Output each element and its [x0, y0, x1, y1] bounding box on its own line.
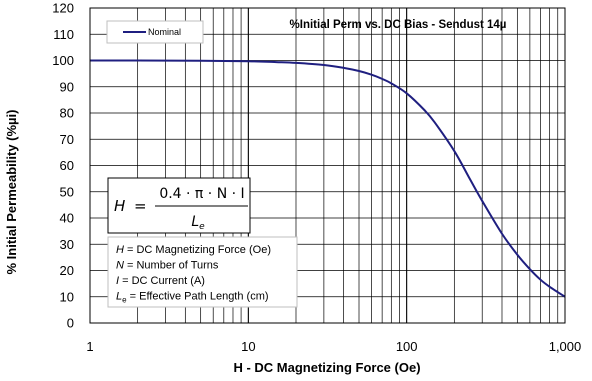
y-tick-label: 110	[53, 27, 74, 42]
x-axis-ticks: 1 10 100 1,000	[86, 339, 581, 354]
plot-frame	[89, 7, 566, 324]
definition-item: Le = Effective Path Length (cm)	[116, 291, 269, 305]
formula-box: H = 0.4 · π · N · I Le	[107, 177, 251, 234]
x-tick-label: 10	[241, 339, 255, 354]
definitions-list: H = DC Magnetizing Force (Oe) N = Number …	[116, 244, 271, 305]
series-line-nominal	[89, 59, 566, 298]
series-group	[89, 59, 566, 298]
formula-lhs: H	[114, 197, 125, 215]
definition-item: N = Number of Turns	[116, 260, 219, 272]
x-tick-label: 1	[86, 339, 93, 354]
x-tick-label: 100	[396, 339, 418, 354]
y-tick-label: 40	[60, 211, 74, 226]
definition-item: I = DC Current (A)	[116, 275, 205, 287]
definition-item: H = DC Magnetizing Force (Oe)	[116, 244, 271, 256]
y-axis-title: % Initial Permeability (%µi)	[4, 110, 19, 275]
legend-label: Nominal	[148, 27, 181, 37]
definitions-box: H = DC Magnetizing Force (Oe) N = Number …	[107, 236, 298, 308]
definitions-box-frame	[107, 236, 298, 308]
y-tick-label: 30	[60, 237, 74, 252]
x-axis-title: H - DC Magnetizing Force (Oe)	[233, 360, 420, 375]
formula-denominator: Le	[191, 214, 205, 232]
y-tick-label: 70	[60, 132, 74, 147]
y-tick-label: 120	[52, 1, 74, 16]
y-tick-label: 10	[60, 289, 74, 304]
y-axis-ticks: 0 10 20 30 40 50 60 70 80 90 100 110 120	[52, 1, 74, 331]
y-tick-label: 20	[60, 263, 74, 278]
y-tick-label: 60	[60, 158, 74, 173]
legend-box	[106, 20, 204, 44]
x-tick-label: 1,000	[549, 339, 582, 354]
chart-title: %Initial Perm vs. DC Bias - Sendust 14µ	[290, 19, 507, 31]
y-tick-label: 50	[60, 184, 74, 199]
y-tick-label: 80	[60, 106, 74, 121]
formula-numerator: 0.4 · π · N · I	[159, 186, 244, 202]
y-tick-label: 90	[60, 79, 74, 94]
y-tick-label: 100	[52, 53, 74, 68]
y-tick-label: 0	[67, 316, 74, 331]
formula-equals: =	[134, 197, 147, 215]
legend: Nominal	[106, 20, 204, 44]
